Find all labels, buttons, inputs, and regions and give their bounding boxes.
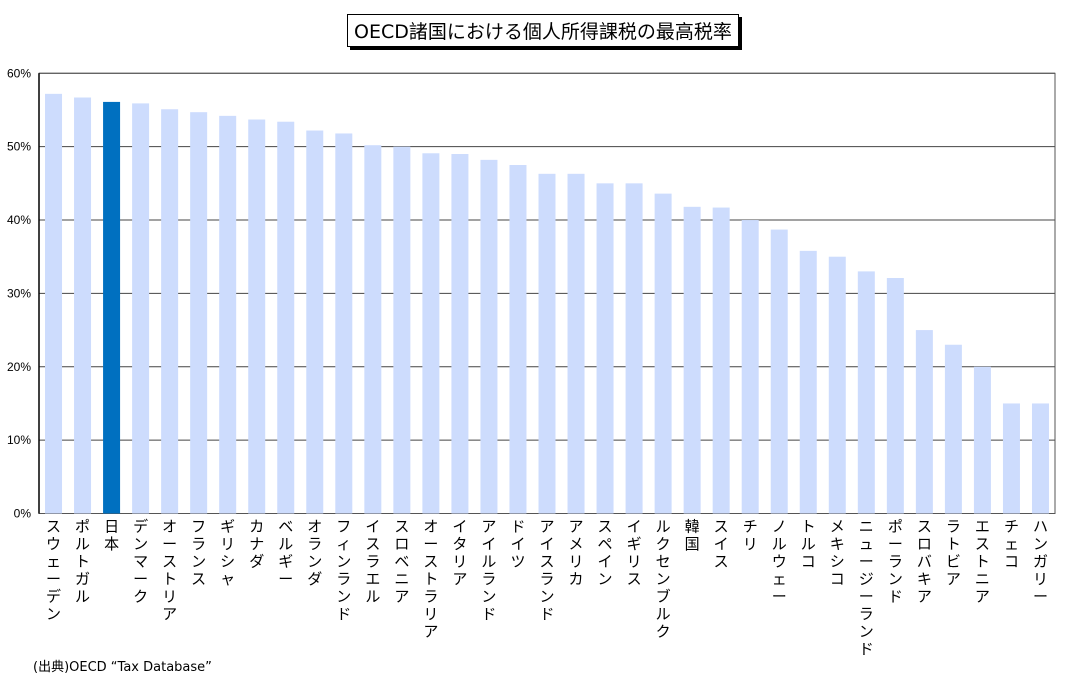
bar-ルクセンブルク [654,193,672,514]
y-tick-label: 20% [7,360,31,374]
bar-フランス [190,112,208,514]
bar-チェコ [1002,403,1020,514]
bar-スウェーデン [45,93,63,514]
x-tick-label: オランダ [307,518,322,589]
bar-アメリカ [567,173,585,514]
bar-オーストラリア [422,153,440,514]
x-tick-label: イタリア [452,518,467,589]
bar-ニュージーランド [857,271,875,514]
bar-イスラエル [364,145,382,514]
bar-日本 [103,101,121,514]
x-tick-label: ルクセンブルク [656,518,671,641]
bar-ポルトガル [74,97,92,514]
bar-ベルギー [277,121,295,514]
x-tick-label: ベルギー [278,518,293,589]
x-tick-label: ハンガリー [1033,518,1048,606]
bar-ハンガリー [1031,403,1049,514]
x-tick-label: アイルランド [481,518,496,624]
x-tick-label: ニュージーランド [859,518,874,659]
bar-イタリア [451,154,469,514]
x-tick-label: トルコ [801,518,816,571]
bar-スロベニア [393,146,411,514]
bar-トルコ [799,250,817,514]
bar-ラトビア [944,344,962,514]
x-tick-label: ポーランド [888,518,903,606]
x-tick-label: アメリカ [569,518,584,589]
bar-デンマーク [132,103,150,514]
bar-アイスランド [538,173,556,514]
source-note: (出典)OECD “Tax Database” [33,660,212,675]
x-tick-label: チェコ [1004,518,1019,571]
x-tick-label: フランス [191,518,206,589]
x-tick-label: ドイツ [510,518,525,571]
bar-ポーランド [886,277,904,514]
x-tick-label: チリ [743,518,758,554]
y-tick-label: 0% [14,507,32,521]
bar-オランダ [306,130,324,514]
bar-カナダ [248,119,266,514]
y-tick-label: 50% [7,140,31,154]
chart-title: OECD諸国における個人所得課税の最高税率 [347,14,739,47]
x-tick-label: ポルトガル [75,518,90,606]
bar-ノルウェー [770,229,788,514]
x-tick-label: スペイン [598,518,613,589]
bar-メキシコ [828,256,846,514]
x-tick-label: オーストラリア [423,518,438,641]
x-tick-label: スロベニア [394,518,409,606]
bar-チリ [741,220,759,514]
bar-スペイン [596,183,614,514]
bar-エストニア [973,366,991,514]
y-tick-label: 10% [7,433,31,447]
y-tick-label: 30% [7,286,31,300]
bar-スイス [712,207,730,514]
x-tick-label: スロバキア [917,518,932,606]
x-tick-label: 日本 [104,518,119,554]
x-tick-label: デンマーク [133,518,148,606]
bar-ドイツ [509,165,527,514]
y-tick-label: 60% [7,66,31,80]
bar-ギリシャ [219,115,237,514]
x-tick-label: オーストリア [162,518,177,624]
x-tick-label: フィンランド [336,518,351,624]
bar-オーストリア [161,109,179,514]
bar-アイルランド [480,159,498,514]
x-tick-label: カナダ [249,518,264,571]
bar-フィンランド [335,133,353,514]
x-tick-label: スイス [714,518,729,571]
x-tick-label: イスラエル [365,518,380,606]
x-tick-label: ギリシャ [220,518,235,589]
x-tick-label: 韓国 [685,518,700,554]
bar-韓国 [683,206,701,514]
x-tick-label: イギリス [627,518,642,589]
x-tick-label: アイスランド [539,518,554,624]
x-tick-label: ラトビア [946,518,961,589]
x-tick-label: メキシコ [830,518,845,589]
y-tick-label: 40% [7,213,31,227]
bar-スロバキア [915,330,933,514]
bar-イギリス [625,183,643,514]
x-tick-label: ノルウェー [772,518,787,606]
x-tick-label: スウェーデン [46,518,61,624]
x-tick-label: エストニア [975,518,990,606]
